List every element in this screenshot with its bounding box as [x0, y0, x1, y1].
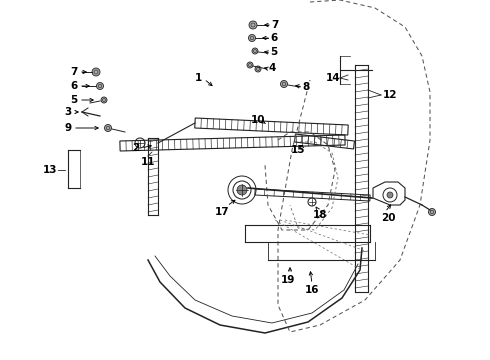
- Circle shape: [255, 66, 261, 72]
- Text: 20: 20: [381, 213, 395, 223]
- Text: 12: 12: [383, 90, 397, 100]
- Text: 8: 8: [302, 82, 310, 92]
- Text: 3: 3: [64, 107, 72, 117]
- Circle shape: [97, 82, 103, 90]
- Text: 15: 15: [291, 145, 305, 155]
- Text: 4: 4: [269, 63, 276, 73]
- Text: 1: 1: [195, 73, 201, 83]
- Circle shape: [249, 21, 257, 29]
- Circle shape: [252, 48, 258, 54]
- Text: 10: 10: [251, 115, 265, 125]
- Circle shape: [104, 125, 112, 131]
- Text: 17: 17: [215, 207, 229, 217]
- Text: 7: 7: [271, 20, 279, 30]
- Text: 6: 6: [270, 33, 278, 43]
- Circle shape: [247, 62, 253, 68]
- Circle shape: [387, 192, 393, 198]
- Circle shape: [428, 208, 436, 216]
- Text: 11: 11: [141, 157, 155, 167]
- Text: 16: 16: [305, 285, 319, 295]
- Text: 18: 18: [313, 210, 327, 220]
- Circle shape: [237, 185, 247, 195]
- Text: 5: 5: [71, 95, 77, 105]
- Text: 5: 5: [270, 47, 278, 57]
- Text: 14: 14: [326, 73, 341, 83]
- Text: 6: 6: [71, 81, 77, 91]
- Circle shape: [101, 97, 107, 103]
- Circle shape: [92, 68, 100, 76]
- Text: 19: 19: [281, 275, 295, 285]
- Text: 2: 2: [132, 143, 140, 153]
- Circle shape: [280, 81, 288, 87]
- Text: 13: 13: [43, 165, 57, 175]
- Text: 9: 9: [65, 123, 72, 133]
- Circle shape: [248, 35, 255, 41]
- Text: 7: 7: [70, 67, 78, 77]
